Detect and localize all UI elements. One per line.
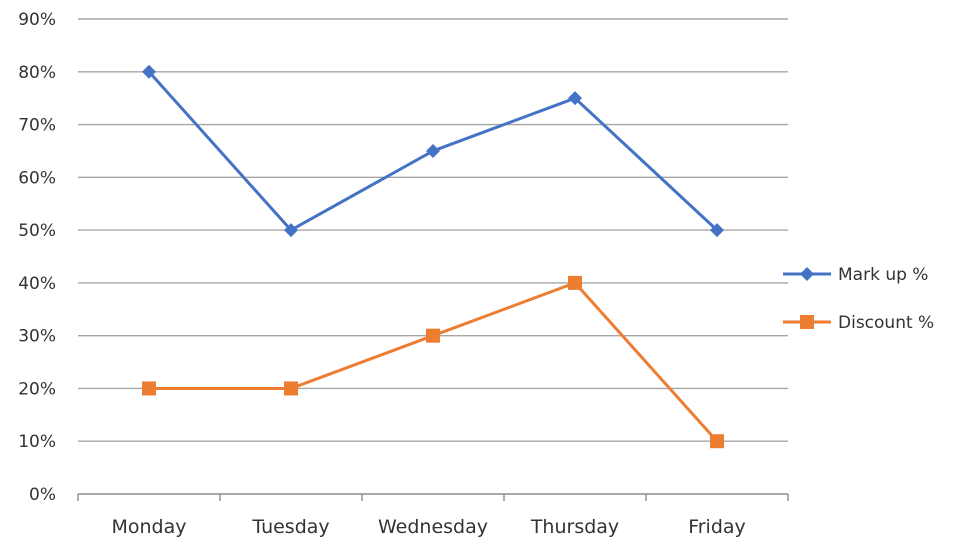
data-point-marker [142,381,156,396]
y-tick-label: 10% [18,432,56,452]
y-tick-label: 20% [18,379,56,399]
series-lines [147,70,719,443]
data-point-marker [710,223,724,238]
y-tick-label: 30% [18,327,56,347]
data-point-marker [710,434,724,449]
data-point-marker [568,275,582,290]
y-tick-label: 90% [18,10,56,30]
x-tick-label: Tuesday [251,516,329,538]
y-tick-label: 60% [18,168,56,188]
data-point-marker [142,64,156,79]
legend-item: Discount % [783,313,934,333]
data-point-marker [284,381,298,396]
x-tick-label: Thursday [530,516,619,538]
legend: Mark up % Discount % [783,265,934,333]
legend-item: Mark up % [783,265,928,285]
y-tick-label: 50% [18,221,56,241]
y-tick-label: 0% [29,485,56,505]
data-point-marker [426,328,440,343]
legend-marker [800,267,814,281]
legend-marker [800,315,814,329]
y-tick-label: 70% [18,116,56,136]
x-tick-label: Wednesday [378,516,488,538]
series-line-2 [149,281,719,443]
x-tick-label: Monday [111,516,186,538]
y-tick-label: 80% [18,63,56,83]
axes: 0% 10% 20% 30% 40% 50% 60% 70% 80% 90% Monday Tuesd… [18,10,789,538]
legend-label: Mark up % [838,265,928,285]
y-tick-label: 40% [18,274,56,294]
x-tick-label: Friday [688,516,746,538]
gridlines [78,18,788,442]
legend-label: Discount % [838,313,934,333]
data-point-marker [284,223,298,238]
data-point-marker [568,91,582,106]
series-markers [142,64,724,449]
data-point-marker [426,143,440,158]
